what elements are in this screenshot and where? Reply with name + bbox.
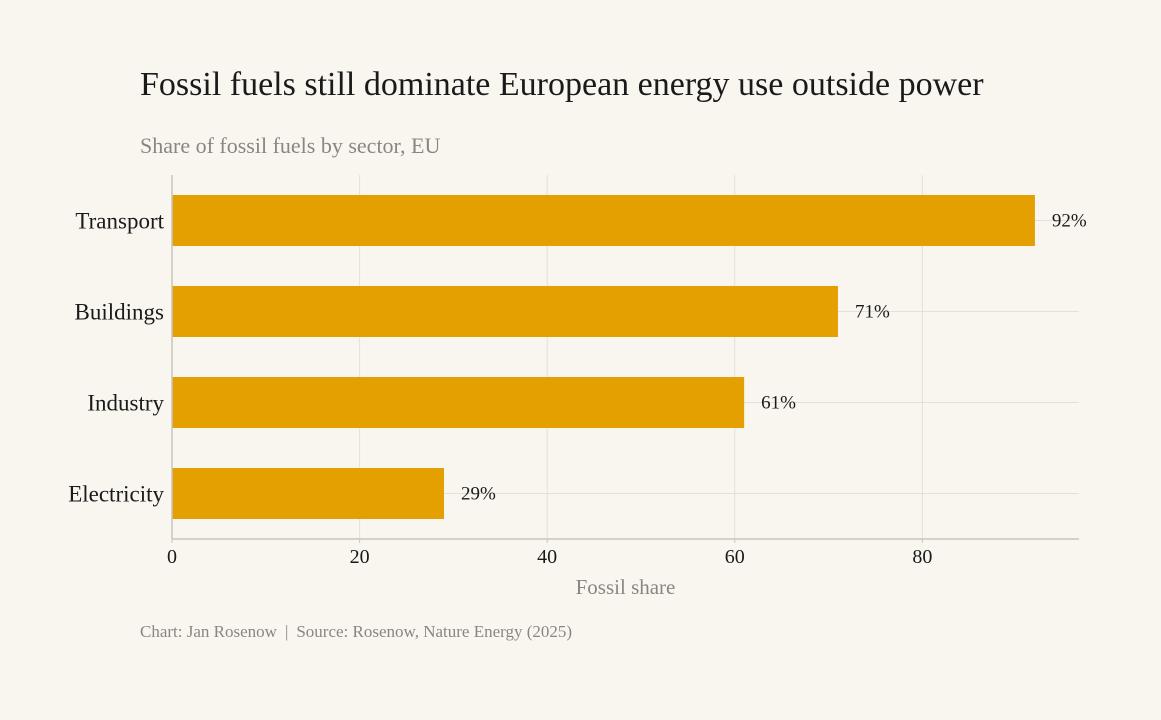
category-label: Electricity [68,482,164,507]
data-label: 29% [461,484,496,505]
data-label: 92% [1052,211,1087,232]
bar [172,468,445,519]
category-label: Industry [87,391,164,416]
x-tick-label: 60 [725,546,745,568]
x-tick-label: 40 [537,546,557,568]
x-tick-label: 0 [167,546,177,568]
bar [172,195,1035,246]
x-tick-label: 20 [350,546,370,568]
caption-author: Chart: Jan Rosenow [140,622,277,641]
x-tick-label: 80 [912,546,932,568]
labels: Transport 92% Buildings 71% Industry 61% Elect… [68,209,1087,600]
caption-source: Source: Rosenow, Nature Energy (2025) [296,622,573,641]
x-axis-title: Fossil share [576,575,676,599]
bar [172,377,745,428]
bars [172,195,1035,519]
chart-subtitle: Share of fossil fuels by sector, EU [140,133,441,158]
data-label: 61% [761,393,796,414]
bar [172,286,838,337]
caption-separator: | [284,622,289,641]
category-label: Transport [75,209,164,234]
data-label: 71% [855,302,890,323]
chart-caption: Chart: Jan Rosenow | Source: Rosenow, Natu… [140,622,572,642]
category-label: Buildings [75,300,165,325]
chart-title: Fossil fuels still dominate European ene… [140,66,984,103]
axes [171,175,1079,543]
